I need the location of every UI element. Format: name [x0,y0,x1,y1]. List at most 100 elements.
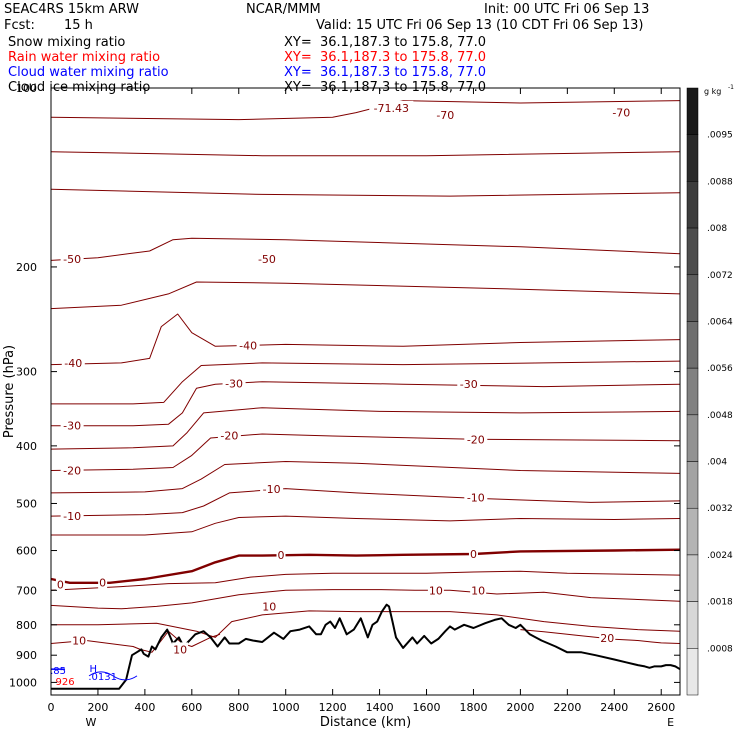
contour-label-bg [60,252,84,266]
isotherm-line [50,589,681,610]
colorbar-label: .0056 [707,364,733,374]
contour-label: 10 [173,643,187,656]
colorbar-cell [686,507,699,556]
y-tick-label: 500 [16,497,37,510]
isotherm-line [50,100,681,121]
contour-label-bg [276,548,286,562]
isotherm-line [50,548,681,584]
contour-label: -20 [467,433,485,446]
cloud-label: 926 [56,677,75,688]
contour-label: -50 [63,253,81,266]
x-tick-label: 2200 [553,701,581,714]
contour-label: -20 [63,464,81,477]
contour-label: 10 [429,584,443,597]
y-tick-label: 700 [16,584,37,597]
colorbar-label: .0032 [707,504,733,514]
contour-label: 0 [470,548,477,561]
contour-label-bg [222,376,246,390]
contour-label-bg [55,577,65,591]
x-tick-label: 1400 [366,701,394,714]
x-tick-label: 2000 [506,701,534,714]
contour-label: 0 [278,549,285,562]
y-tick-label: 100 [16,82,37,95]
isotherm-line [51,610,681,638]
plot-frame [50,87,681,696]
contour-label: 20 [600,632,614,645]
contour-label-bg [98,575,108,589]
contour-label-bg [60,418,84,432]
isotherm-line [50,433,681,471]
forecast-hour: 15 h [64,18,93,33]
contour-label: -10 [63,510,81,523]
contour-label-bg [599,631,616,645]
east-label: E [667,716,674,729]
y-axis-label: Pressure (hPa) [2,345,17,438]
contour-label-bg [260,482,284,496]
isotherm-line [51,515,681,536]
cloud-label: .85 [50,666,66,677]
colorbar: .0095 .0088 .008 .0072 .0064 .0056 .0048 .004 .0… [686,84,734,696]
colorbar-cell [686,601,699,649]
cloud-label: .0131 [88,672,117,683]
contour-label-bg [172,642,189,656]
model-name: SEAC4RS 15km ARW [4,2,140,17]
init-time: Init: 00 UTC Fri 06 Sep 13 [484,2,650,17]
contour-label-bg [427,583,444,597]
y-tick-label: 800 [16,619,37,632]
isotherm-line [50,313,681,366]
x-tick-label: 200 [87,701,108,714]
colorbar-label: .0095 [707,131,733,141]
isotherm-line [50,407,681,450]
field-name-cloud-water: Cloud water mixing ratio [8,65,169,80]
colorbar-label: .0048 [707,411,733,421]
colorbar-label: .0018 [707,598,733,608]
y-tick-label: 200 [16,261,37,274]
contour-label-bg [61,355,85,369]
y-tick-label: 600 [16,545,37,558]
contour-labels: -71.43 -70 -70 -50 -50 -40 -40 -30 -30 -30 -20 -20 -… [55,100,633,656]
west-label: W [85,716,96,729]
contour-label: -30 [63,420,81,433]
field-xy-snow: XY= 36.1,187.3 to 175.8, 77.0 [284,35,487,50]
terrain-profile [51,603,681,690]
contour-label: -30 [460,378,478,391]
contour-label-bg [464,490,488,504]
colorbar-cell [686,134,699,182]
colorbar-cell [686,321,699,369]
isotherm-line [50,630,221,653]
field-xy-rain: XY= 36.1,187.3 to 175.8, 77.0 [284,50,487,65]
cloud-label: H [89,664,97,675]
contour-label-bg [609,105,633,119]
colorbar-cell [686,554,699,602]
isotherm-line [50,151,681,157]
contour-label-bg [60,509,84,523]
y-tick-label: 900 [16,649,37,662]
colorbar-cell [686,648,699,696]
colorbar-cell [686,461,699,509]
contour-label: -40 [64,357,82,370]
field-name-rain: Rain water mixing ratio [8,50,161,65]
field-name-snow: Snow mixing ratio [8,35,126,50]
colorbar-unit-exp: -1 [728,84,734,91]
contour-label: -40 [239,339,257,352]
contour-label-bg [369,100,414,114]
x-tick-label: 0 [48,701,55,714]
x-tick-label: 800 [228,701,249,714]
isotherm-lines [50,100,681,653]
x-tick-label: 2600 [647,701,675,714]
contour-label: -71.43 [374,102,409,115]
colorbar-cell [686,87,699,135]
isotherm-line [50,570,681,591]
x-axis-label: Distance (km) [320,715,411,730]
isotherm-line [50,281,681,310]
contour-label-bg [236,338,260,352]
colorbar-cell [686,414,699,462]
contour-label: 0 [99,576,106,589]
contour-label-bg [217,428,241,442]
colorbar-cell [686,274,699,322]
org-name: NCAR/MMM [246,2,321,17]
field-xy-cloud-water: XY= 36.1,187.3 to 175.8, 77.0 [284,65,487,80]
y-tick-label: 1000 [9,676,37,689]
contour-label: -70 [436,109,454,122]
